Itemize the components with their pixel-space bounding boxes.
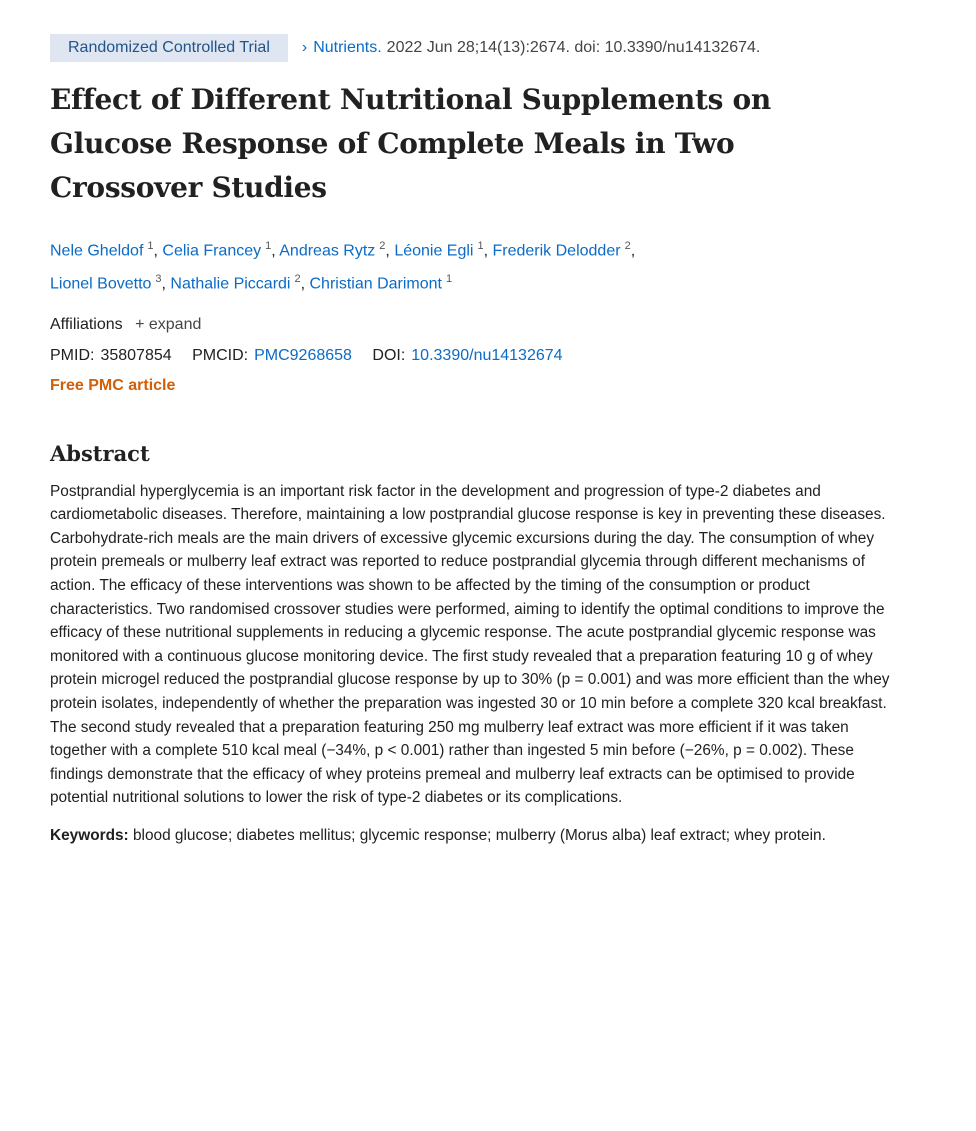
keywords-text: blood glucose; diabetes mellitus; glycem… bbox=[132, 826, 826, 844]
author-link[interactable]: Christian Darimont bbox=[309, 275, 442, 293]
pmid-value: 35807854 bbox=[100, 346, 172, 364]
citation-text: 2022 Jun 28;14(13):2674. doi: 10.3390/nu… bbox=[386, 39, 761, 56]
keywords-label: Keywords: bbox=[50, 826, 129, 844]
identifiers: PMID: 35807854 PMCID: PMC9268658 DOI: 10.33… bbox=[50, 347, 910, 365]
author-link[interactable]: Frederik Delodder bbox=[492, 242, 621, 260]
journal-link[interactable]: Nutrients. bbox=[313, 39, 382, 56]
affiliation-number[interactable]: 1 bbox=[265, 240, 272, 252]
article-title: Effect of Different Nutritional Suppleme… bbox=[50, 83, 771, 204]
author-link[interactable]: Nathalie Piccardi bbox=[170, 275, 291, 293]
abstract-heading: Abstract bbox=[50, 440, 150, 466]
affiliation-number[interactable]: 1 bbox=[445, 273, 453, 286]
pmid-label: PMID: bbox=[50, 346, 95, 364]
author-link[interactable]: Nele Gheldof bbox=[50, 242, 144, 260]
affiliation-number[interactable]: 1 bbox=[147, 240, 154, 252]
author-list: Nele Gheldof 1, Celia Francey 1, Andreas R… bbox=[50, 240, 636, 293]
doi-link[interactable]: 10.3390/nu14132674 bbox=[411, 346, 563, 364]
free-pmc-article-badge[interactable]: Free PMC article bbox=[50, 376, 176, 394]
affiliation-number[interactable]: 2 bbox=[379, 240, 386, 252]
keywords: Keywords: blood glucose; diabetes mellit… bbox=[50, 824, 850, 848]
citation-line: Randomized Controlled Trial › Nutrients.… bbox=[50, 34, 910, 62]
author-link[interactable]: Lionel Bovetto bbox=[50, 275, 152, 293]
doi-label: DOI: bbox=[372, 346, 406, 364]
expand-affiliations-button[interactable]: + expand bbox=[135, 315, 202, 333]
chevron-right-icon: › bbox=[301, 39, 308, 56]
abstract-text: Postprandial hyperglycemia is an importa… bbox=[50, 482, 890, 807]
pmcid-label: PMCID: bbox=[192, 346, 249, 364]
affiliations: Affiliations + expand bbox=[50, 315, 910, 335]
affiliations-label: Affiliations bbox=[50, 315, 123, 333]
affiliation-number[interactable]: 2 bbox=[624, 240, 631, 252]
affiliation-number[interactable]: 1 bbox=[477, 240, 484, 252]
author-link[interactable]: Celia Francey bbox=[162, 242, 262, 260]
article-type-badge: Randomized Controlled Trial bbox=[50, 34, 288, 62]
author-link[interactable]: Léonie Egli bbox=[394, 242, 474, 260]
affiliation-number[interactable]: 3 bbox=[155, 273, 162, 286]
author-link[interactable]: Andreas Rytz bbox=[279, 242, 376, 260]
pmcid-link[interactable]: PMC9268658 bbox=[254, 346, 352, 364]
article-page: Randomized Controlled Trial › Nutrients.… bbox=[50, 34, 910, 848]
affiliation-number[interactable]: 2 bbox=[294, 273, 301, 286]
